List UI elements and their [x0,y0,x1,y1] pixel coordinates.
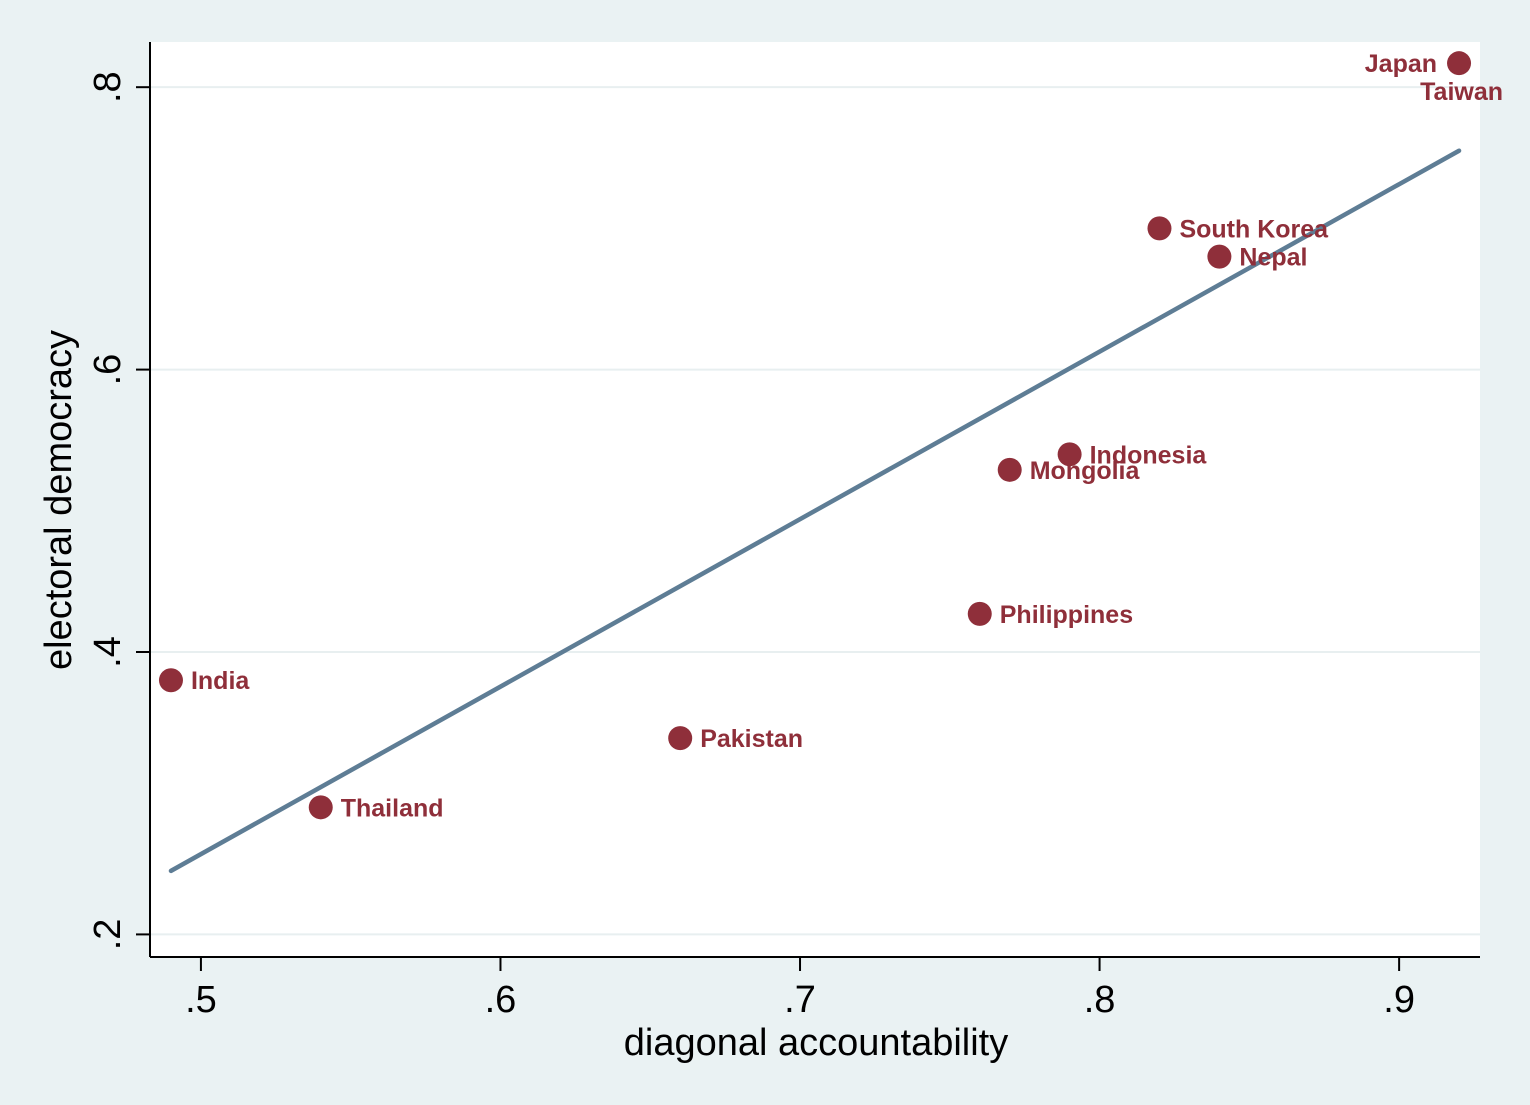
point-label-0: Japan [1365,50,1437,78]
point-label-2: South Korea [1179,215,1329,243]
data-point-8 [668,726,693,751]
y-tick-label-0: .2 [87,919,129,951]
data-point-6 [967,601,992,626]
point-label-8: Pakistan [700,725,803,753]
point-label-7: India [191,667,250,695]
data-point-5 [997,457,1022,482]
point-label-1: Taiwan [1420,78,1503,106]
data-points [158,51,1472,820]
x-tick-label-3: .8 [1084,979,1116,1021]
x-tick-label-4: .9 [1383,979,1415,1021]
data-point-7 [158,668,183,693]
y-ticks: .2 .4 .6 .8 [87,71,150,950]
point-label-5: Mongolia [1030,457,1141,485]
data-point-0 [1447,51,1472,76]
axes [149,42,1480,958]
x-tick-label-2: .7 [784,979,816,1021]
plot-area [150,42,1480,957]
x-ticks: .5 .6 .7 .8 .9 [185,957,1415,1021]
data-point-4 [1057,442,1082,467]
x-tick-label-1: .6 [485,979,517,1021]
data-point-3 [1207,244,1232,269]
y-tick-label-3: .8 [87,71,129,103]
grid-lines [150,86,1480,936]
y-tick-label-2: .6 [87,354,129,386]
fit-line-layer [168,148,1462,874]
y-axis-title: electoral democracy [38,330,80,670]
point-label-4: Indonesia [1090,441,1208,469]
point-label-6: Philippines [1000,601,1133,629]
y-tick-label-1: .4 [87,636,129,668]
data-point-2 [1147,216,1172,241]
data-point-9 [308,795,333,820]
fit-line [168,148,1462,874]
point-label-9: Thailand [341,794,444,822]
x-axis-title: diagonal accountability [624,1022,1009,1064]
point-label-3: Nepal [1239,244,1307,272]
x-tick-label-0: .5 [185,979,217,1021]
